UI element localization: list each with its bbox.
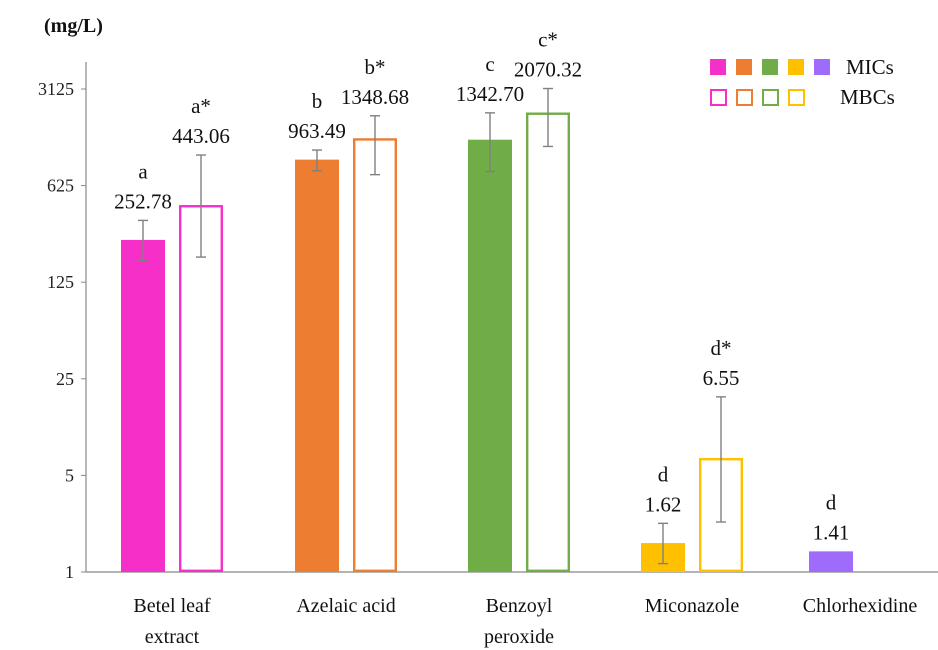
significance-letter: d <box>658 462 669 486</box>
legend-label: MICs <box>846 55 894 79</box>
category-label: Chlorhexidine <box>803 595 918 617</box>
y-axis-unit-label: (mg/L) <box>44 15 103 37</box>
legend-swatch-outline <box>736 89 753 106</box>
legend-swatch-outline <box>788 89 805 106</box>
bar-mbcs-0 <box>178 205 223 573</box>
bar-mics-0 <box>121 239 165 572</box>
legend-swatch-filled <box>814 59 830 75</box>
legend-swatch-filled <box>736 59 752 75</box>
y-tick-label: 625 <box>47 176 74 196</box>
legend-swatch-filled <box>762 59 778 75</box>
y-tick-label: 1 <box>65 562 74 582</box>
value-label: 2070.32 <box>514 58 582 82</box>
value-label: 1342.70 <box>456 82 524 106</box>
legend-label: MBCs <box>840 85 895 109</box>
significance-letter: a* <box>191 94 211 118</box>
category-label: Benzoyl <box>486 595 553 617</box>
category-label: Betel leaf <box>133 595 211 617</box>
y-tick-label: 25 <box>56 369 74 389</box>
bar-labels: 252.78 a 963.49 b 1342.70 c 1.62 d 1.41 d 443.06 a*… <box>114 28 849 545</box>
value-label: 1.62 <box>645 492 682 516</box>
category-label: Miconazole <box>645 595 740 617</box>
bar-mbcs-1 <box>353 138 398 573</box>
bar-mbcs-2 <box>526 112 571 572</box>
legend-swatch-outline <box>710 89 727 106</box>
value-label: 1348.68 <box>341 85 409 109</box>
category-label: extract <box>145 626 200 648</box>
value-label: 252.78 <box>114 189 172 213</box>
value-label: 6.55 <box>703 366 740 390</box>
significance-letter: a <box>138 159 148 183</box>
y-tick-label: 5 <box>65 465 74 485</box>
y-tick-label: 3125 <box>38 79 74 99</box>
bar-mics-2 <box>468 139 512 572</box>
value-label: 1.41 <box>813 520 850 544</box>
legend-swatch-filled <box>788 59 804 75</box>
category-label: peroxide <box>484 626 554 648</box>
significance-letter: b* <box>365 55 386 79</box>
category-labels: Betel leaf extract Azelaic acid Benzoyl pero… <box>133 595 917 648</box>
legend-swatch-filled <box>710 59 726 75</box>
value-label: 963.49 <box>288 119 346 143</box>
legend: MICs MBCs <box>710 55 895 109</box>
bar-mics-4 <box>809 551 853 572</box>
category-label: Azelaic acid <box>296 595 395 617</box>
significance-letter: b <box>312 89 323 113</box>
significance-letter: c* <box>538 28 558 52</box>
bars <box>121 112 853 573</box>
legend-swatch-outline <box>762 89 779 106</box>
error-bars <box>138 87 726 565</box>
significance-letter: d <box>826 490 837 514</box>
y-tick-label: 125 <box>47 272 74 292</box>
significance-letter: c <box>485 52 494 76</box>
value-label: 443.06 <box>172 124 230 148</box>
significance-letter: d* <box>711 336 732 360</box>
y-ticks: 1 5 25 125 625 3125 <box>38 79 86 582</box>
bar-mics-1 <box>295 159 339 572</box>
